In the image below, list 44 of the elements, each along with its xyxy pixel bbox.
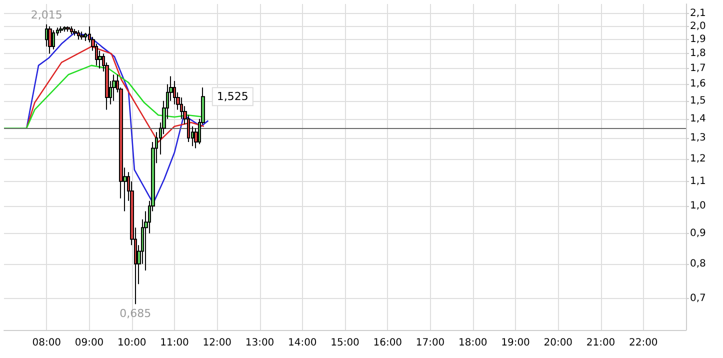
x-tick-label: 12:00 (202, 338, 232, 348)
y-tick-label: 0,8 (690, 258, 706, 270)
y-tick-label: 1,9 (690, 34, 706, 46)
y-tick-label: 1,5 (690, 95, 706, 106)
y-tick-label: 2,1 (690, 8, 706, 20)
y-tick-label: 1,6 (690, 78, 706, 90)
y-tick-label: 0,7 (690, 293, 706, 304)
candlestick (77, 30, 80, 40)
y-tick-label: 1,8 (690, 48, 706, 60)
y-tick-label: 2,0 (690, 20, 706, 32)
x-tick-label: 15:00 (330, 338, 360, 348)
x-tick-label: 13:00 (245, 338, 274, 348)
x-tick-label: 19:00 (501, 338, 530, 348)
x-tick-label: 16:00 (373, 338, 402, 348)
y-tick-label: 1,2 (690, 153, 706, 164)
x-tick-label: 20:00 (544, 338, 573, 348)
x-tick-label: 11:00 (160, 338, 189, 348)
candlestick (59, 26, 63, 34)
x-tick-label: 21:00 (586, 338, 616, 348)
y-tick-label: 1,1 (690, 176, 706, 187)
y-tick-label: 1,7 (690, 62, 706, 74)
x-tick-label: 10:00 (117, 338, 146, 348)
candlestick (63, 26, 66, 32)
y-tick-label: 0,9 (690, 228, 706, 239)
candlestick (52, 30, 55, 50)
x-tick-label: 14:00 (288, 338, 317, 348)
x-tick-label: 09:00 (74, 338, 104, 348)
candlestick (80, 31, 84, 40)
y-tick-label: 1,3 (690, 132, 706, 144)
y-tick-label: 1,0 (690, 200, 706, 212)
x-tick-label: 17:00 (416, 338, 445, 348)
annotation: 2,015 (30, 8, 62, 22)
candlestick (66, 26, 70, 32)
x-tick-label: 22:00 (628, 338, 658, 348)
annotation: 0,685 (120, 307, 152, 320)
x-tick-label: 18:00 (458, 338, 488, 348)
x-tick-label: 08:00 (32, 338, 62, 348)
line-series (26, 46, 205, 143)
candlestick (73, 28, 77, 36)
candlestick (48, 26, 52, 54)
candlestick (70, 26, 73, 35)
candlestick (112, 74, 116, 102)
y-tick-label: 1,4 (690, 113, 706, 124)
annotation: 1,525 (216, 90, 248, 104)
